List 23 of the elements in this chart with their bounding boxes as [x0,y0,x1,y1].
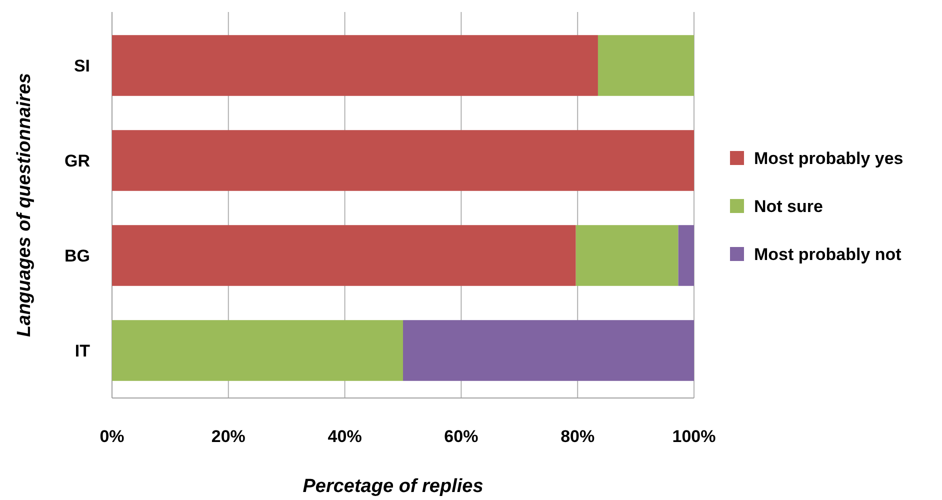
bar [598,35,694,96]
x-tick-label: 0% [100,427,124,446]
bar [678,225,694,286]
y-axis-title: Languages of questionnaires [14,73,35,337]
legend-label: Most probably yes [754,148,904,168]
x-tick-label: 60% [444,427,478,446]
x-tick-label: 100% [672,427,716,446]
bar [112,35,598,96]
y-tick-label: BG [64,246,90,266]
bar [403,320,694,381]
y-tick-label: SI [74,56,90,76]
y-tick-label: GR [64,151,90,170]
bar [112,225,576,286]
bar [112,130,694,191]
legend-label: Not sure [754,196,823,216]
bar [576,225,678,286]
x-tick-label: 40% [328,427,362,446]
x-tick-label: 80% [560,427,595,446]
y-tick-label: IT [74,341,91,360]
bar [112,320,403,381]
x-tick-label: 20% [211,427,246,446]
x-axis-title: Percetage of replies [302,476,484,497]
legend-label: Most probably not [754,244,902,264]
